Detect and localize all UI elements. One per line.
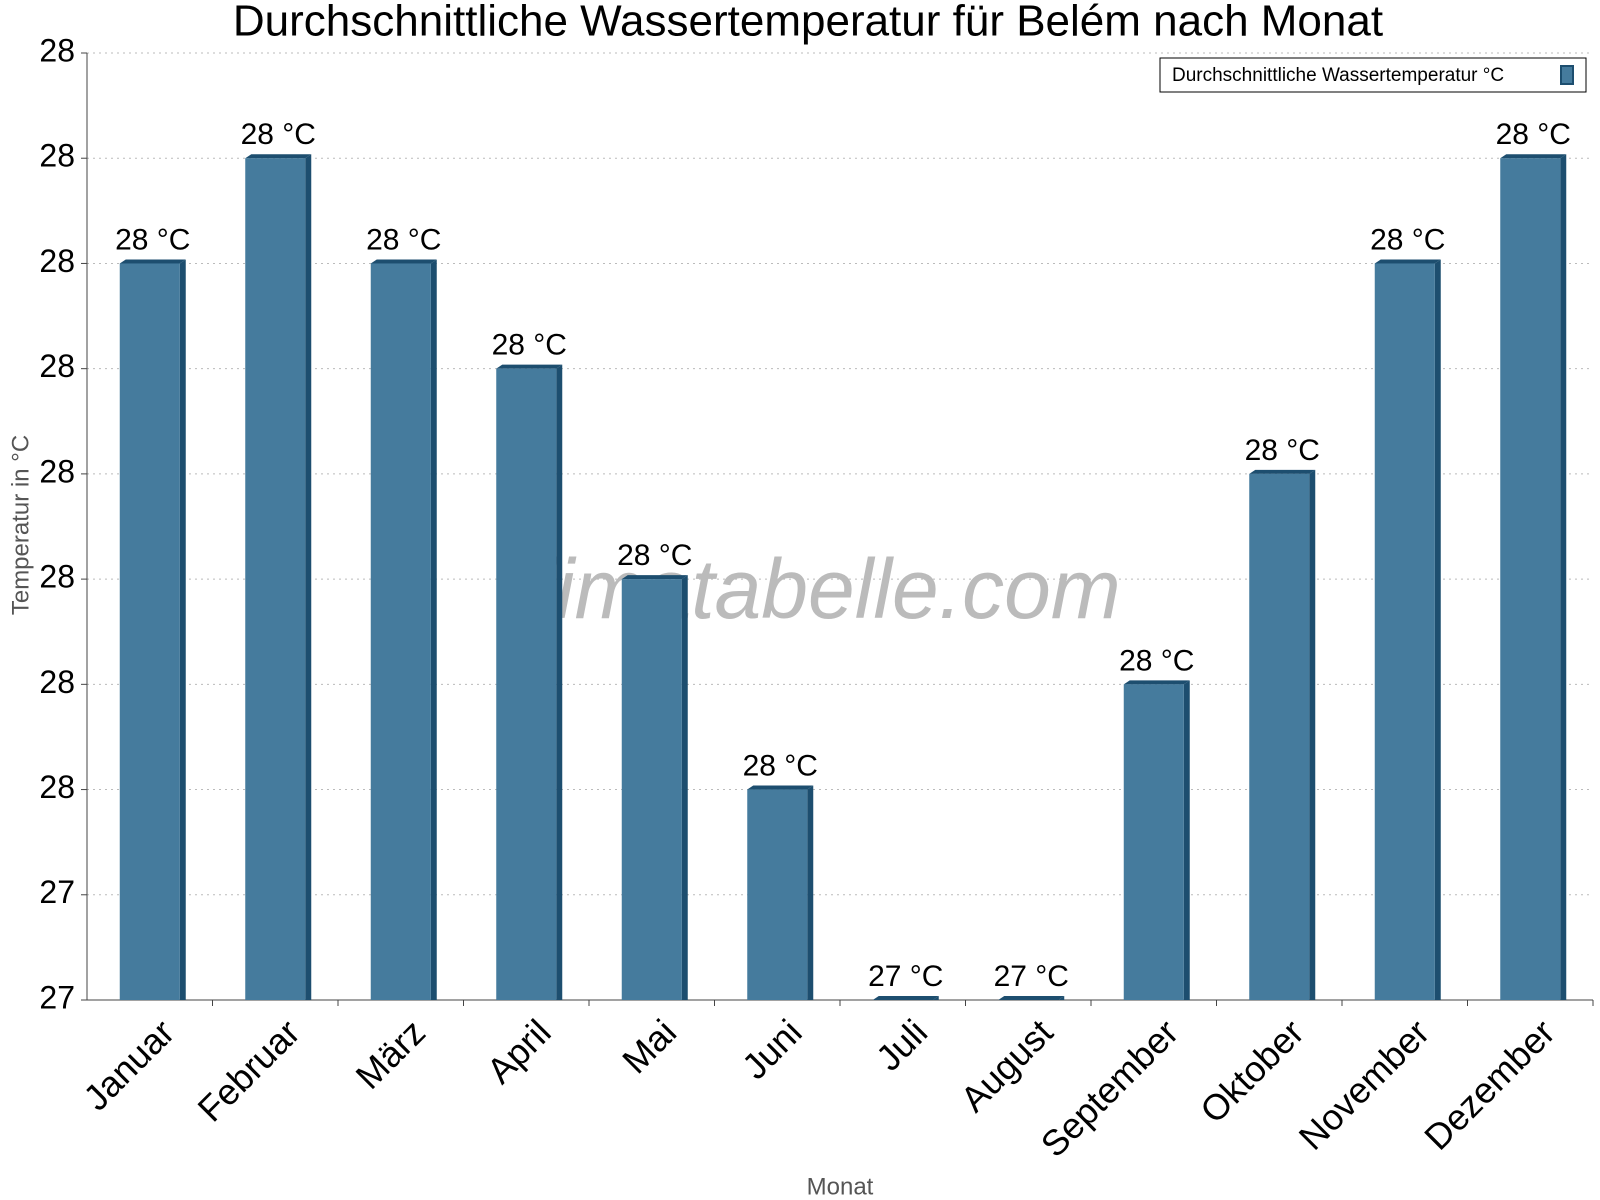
- data-label: 27 °C: [868, 960, 943, 993]
- data-label: 28 °C: [366, 223, 441, 256]
- bar-shade: [1560, 154, 1567, 1000]
- watermark: klimatabelle.com: [495, 542, 1121, 636]
- x-tick-label: Januar: [75, 1011, 182, 1118]
- bar-shade: [1500, 154, 1567, 159]
- x-tick-label: September: [1033, 1011, 1187, 1165]
- x-tick-label: Mai: [614, 1011, 684, 1081]
- y-tick-label: 28: [39, 243, 75, 279]
- x-tick-label: April: [479, 1011, 559, 1091]
- x-tick-label: August: [952, 1011, 1060, 1119]
- legend-box: [1159, 57, 1587, 93]
- chart-title: Durchschnittliche Wassertemperatur für B…: [233, 0, 1383, 46]
- x-tick-label: Dezember: [1416, 1011, 1562, 1157]
- x-tick-label: Juli: [868, 1011, 935, 1078]
- bar-shade: [430, 259, 437, 1000]
- y-axis-label: Temperatur in °C: [7, 435, 34, 615]
- data-label: 28 °C: [492, 329, 567, 362]
- bar: [1500, 158, 1561, 1000]
- bar-shade: [1309, 469, 1316, 1000]
- bar: [621, 579, 682, 1000]
- bar: [747, 789, 808, 1000]
- x-axis-label: Monat: [807, 1173, 874, 1200]
- y-tick-label: 27: [39, 979, 75, 1015]
- x-tick-label: März: [348, 1011, 434, 1097]
- legend-label: Durchschnittliche Wassertemperatur °C: [1172, 65, 1504, 86]
- bar-shade: [179, 259, 186, 1000]
- x-tick-label: Oktober: [1192, 1011, 1312, 1131]
- bar-shade: [556, 364, 563, 1001]
- data-label: 28 °C: [241, 118, 316, 151]
- x-tick-label: November: [1291, 1011, 1437, 1157]
- y-tick-label: 28: [39, 348, 75, 384]
- bar: [1123, 684, 1184, 1000]
- data-label: 28 °C: [115, 223, 190, 256]
- bar: [1374, 263, 1435, 1000]
- data-label: 28 °C: [1245, 434, 1320, 467]
- bar-shade: [496, 364, 563, 369]
- bar: [370, 263, 431, 1000]
- bar-shade: [370, 259, 437, 264]
- data-label: 27 °C: [994, 960, 1069, 993]
- x-tick-label: Juni: [734, 1011, 810, 1087]
- bar-shade: [872, 996, 939, 1000]
- data-label: 28 °C: [743, 749, 818, 782]
- bar: [119, 263, 180, 1000]
- y-tick-label: 28: [39, 769, 75, 805]
- bar-shade: [998, 996, 1065, 1000]
- y-tick-label: 28: [39, 559, 75, 595]
- y-tick-label: 28: [39, 664, 75, 700]
- data-label: 28 °C: [1370, 223, 1445, 256]
- bar: [245, 158, 306, 1000]
- bar: [1249, 473, 1310, 1000]
- legend-swatch: [1560, 65, 1574, 85]
- bar-shade: [807, 785, 814, 1000]
- y-tick-label: 27: [39, 874, 75, 910]
- bar-shade: [1183, 680, 1190, 1000]
- bar: [496, 368, 557, 1001]
- bar-shade: [621, 575, 688, 580]
- bar-shade: [747, 785, 814, 790]
- x-tick-label: Februar: [190, 1011, 308, 1129]
- bar-shade: [1123, 680, 1190, 685]
- bar-shade: [1374, 259, 1441, 264]
- bar-shade: [119, 259, 186, 264]
- bar-shade: [1249, 469, 1316, 474]
- bar-shade: [681, 575, 688, 1000]
- y-tick-label: 28: [39, 32, 75, 68]
- bar-shade: [245, 154, 312, 159]
- y-tick-label: 28: [39, 138, 75, 174]
- bar-shade: [1434, 259, 1441, 1000]
- bar-shade: [305, 154, 312, 1000]
- data-label: 28 °C: [1496, 118, 1571, 151]
- data-label: 28 °C: [1119, 644, 1194, 677]
- y-tick-label: 28: [39, 453, 75, 489]
- data-label: 28 °C: [617, 539, 692, 572]
